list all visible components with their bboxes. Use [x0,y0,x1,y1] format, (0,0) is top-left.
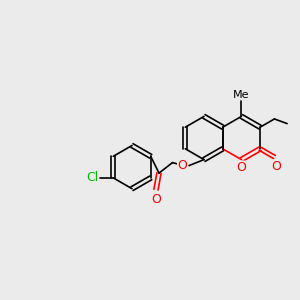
Text: O: O [271,160,281,173]
Text: O: O [236,161,246,174]
Text: Me: Me [233,90,250,100]
Text: O: O [151,193,161,206]
Text: Cl: Cl [86,171,98,184]
Text: O: O [178,159,188,172]
